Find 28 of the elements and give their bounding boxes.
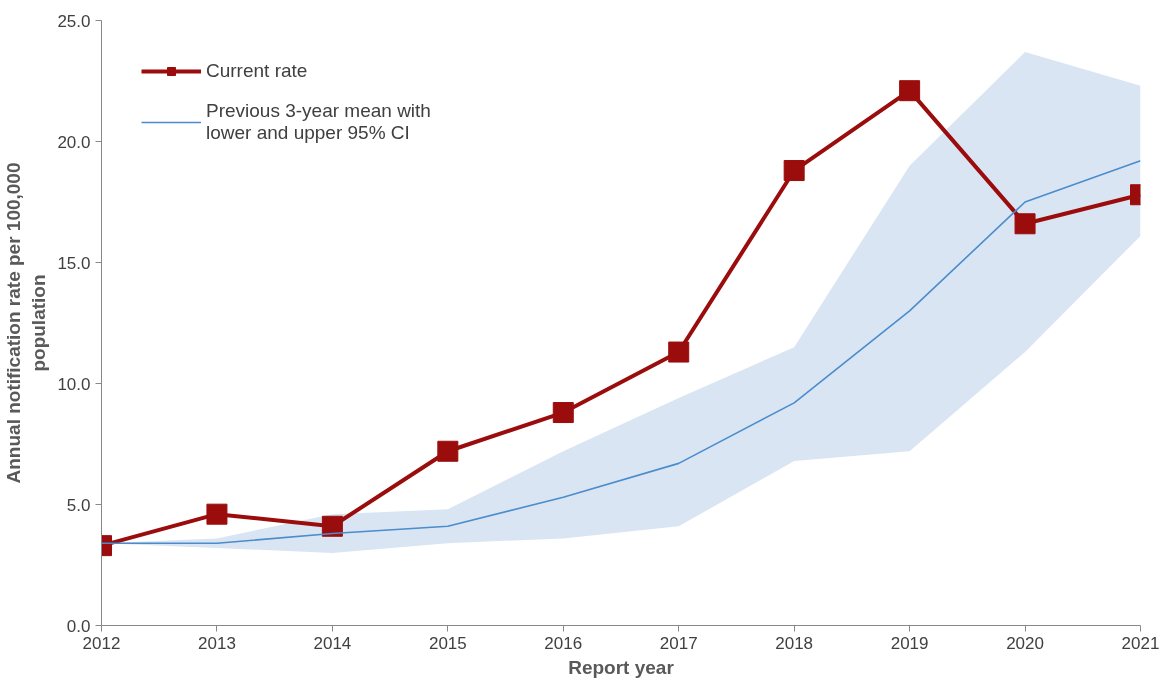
x-tick-label: 2014 (313, 633, 352, 653)
y-tick-label: 15.0 (57, 253, 91, 273)
y-tick-label: 0.0 (66, 616, 91, 636)
point (783, 160, 805, 182)
point (668, 341, 690, 363)
y-tick-label: 25.0 (57, 11, 91, 31)
point (899, 80, 921, 102)
x-tick-label: 2013 (198, 633, 236, 653)
point (1014, 213, 1036, 235)
x-tick-label: 2015 (428, 633, 467, 653)
legend-label: Previous 3-year mean with lower and upper 95% CI (206, 100, 431, 144)
y-axis-title: Annual notification rate per 100,000 population (3, 162, 50, 484)
y-tick-label: 10.0 (57, 374, 91, 394)
x-tick-label: 2016 (544, 633, 583, 653)
x-tick-label: 2018 (775, 633, 814, 653)
point (321, 515, 343, 537)
legend-label: Current rate (206, 60, 308, 82)
x-tick-label: 2020 (1006, 633, 1044, 653)
y-tick-label: 20.0 (57, 132, 91, 152)
point (552, 402, 574, 424)
x-axis-title: Report year (568, 656, 675, 678)
point (206, 503, 228, 525)
y-tick-label: 5.0 (66, 495, 91, 515)
x-tick-label: 2021 (1121, 633, 1160, 653)
x-tick-label: 2012 (82, 633, 121, 653)
x-tick-label: 2019 (890, 633, 929, 653)
point (437, 440, 459, 462)
x-tick-label: 2017 (659, 633, 698, 653)
